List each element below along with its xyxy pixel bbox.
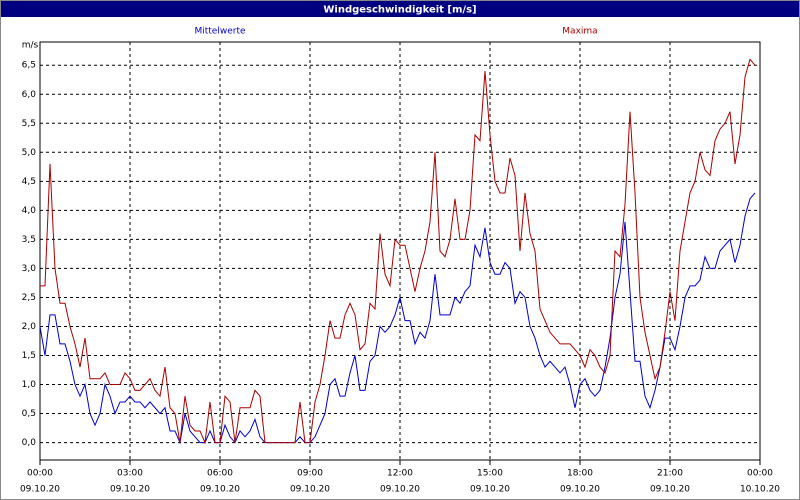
x-tick-date: 09.10.20 — [290, 485, 330, 495]
y-tick-label: 4,5 — [22, 177, 36, 187]
y-tick-label: 0,5 — [22, 409, 36, 419]
x-tick-date: 09.10.20 — [650, 485, 690, 495]
x-tick-date: 09.10.20 — [200, 485, 240, 495]
x-tick-label: 03:00 — [117, 469, 143, 479]
y-tick-label: 2,0 — [22, 322, 37, 332]
x-tick-label: 18:00 — [567, 469, 593, 479]
data-line — [40, 58, 756, 445]
y-tick-label: 4,0 — [22, 206, 37, 216]
y-tick-label: 1,0 — [22, 380, 37, 390]
x-tick-label: 00:00 — [747, 469, 773, 479]
data-line — [39, 192, 756, 445]
series-name: Maxima — [562, 27, 597, 37]
y-tick-label: 5,5 — [22, 119, 36, 129]
y-tick-label: 0,0 — [22, 438, 37, 448]
y-tick-label: 5,0 — [22, 148, 37, 158]
y-tick-label: 3,0 — [22, 264, 37, 274]
chart-title: Windgeschwindigkeit [m/s] — [323, 5, 476, 16]
x-tick-date: 09.10.20 — [470, 485, 510, 495]
y-tick-label: 6,0 — [22, 90, 37, 100]
y-tick-label: 6,5 — [22, 61, 36, 71]
x-tick-label: 12:00 — [387, 469, 413, 479]
y-tick-label: 3,5 — [22, 235, 36, 245]
x-tick-date: 10.10.20 — [740, 485, 780, 495]
x-tick-label: 00:00 — [27, 469, 53, 479]
x-tick-date: 09.10.20 — [380, 485, 420, 495]
x-tick-label: 21:00 — [657, 469, 683, 479]
x-tick-date: 09.10.20 — [110, 485, 150, 495]
x-tick-label: 09:00 — [297, 469, 323, 479]
y-tick-label: 1,5 — [22, 351, 36, 361]
x-tick-date: 09.10.20 — [560, 485, 600, 495]
x-tick-label: 15:00 — [477, 469, 503, 479]
y-tick-label: 2,5 — [22, 293, 36, 303]
series-name: Mittelwerte — [194, 27, 245, 37]
y-unit: m/s — [22, 41, 39, 51]
title-bar — [1, 1, 799, 17]
x-tick-label: 06:00 — [207, 469, 233, 479]
x-tick-date: 09.10.20 — [20, 485, 60, 495]
